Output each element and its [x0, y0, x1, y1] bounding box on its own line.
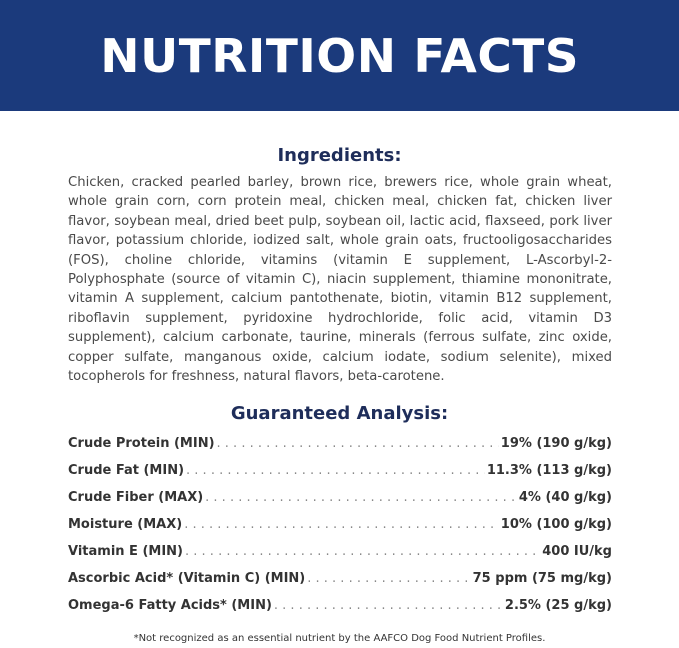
ingredients-text: Chicken, cracked pearled barley, brown r… [68, 175, 612, 385]
dot-leader [205, 490, 517, 505]
row-label: Vitamin E (MIN) [68, 544, 184, 559]
row-value: 2.5% (25 g/kg) [504, 598, 612, 613]
dot-leader [274, 598, 503, 613]
analysis-row: Crude Protein (MIN) 19% (190 g/kg) [68, 436, 612, 463]
header-banner: NUTRITION FACTS [0, 0, 679, 111]
analysis-row: Moisture (MAX) 10% (100 g/kg) [68, 517, 612, 544]
analysis-row: Vitamin E (MIN) 400 IU/kg [68, 544, 612, 571]
analysis-table: Crude Protein (MIN) 19% (190 g/kg) Crude … [68, 436, 612, 625]
row-label: Crude Fiber (MAX) [68, 490, 204, 505]
row-value: 11.3% (113 g/kg) [486, 463, 612, 478]
row-label: Crude Protein (MIN) [68, 436, 215, 451]
analysis-row: Omega-6 Fatty Acids* (MIN) 2.5% (25 g/kg) [68, 598, 612, 625]
footnote: *Not recognized as an essential nutrient… [133, 633, 546, 644]
row-label: Ascorbic Acid* (Vitamin C) (MIN) [68, 571, 306, 586]
row-value: 75 ppm (75 mg/kg) [472, 571, 612, 586]
row-label: Moisture (MAX) [68, 517, 183, 532]
dot-leader [184, 517, 499, 532]
analysis-row: Crude Fat (MIN) 11.3% (113 g/kg) [68, 463, 612, 490]
dot-leader [307, 571, 470, 586]
ingredients-heading: Ingredients: [277, 145, 402, 166]
analysis-row: Crude Fiber (MAX) 4% (40 g/kg) [68, 490, 612, 517]
analysis-row: Ascorbic Acid* (Vitamin C) (MIN) 75 ppm (… [68, 571, 612, 598]
row-value: 10% (100 g/kg) [500, 517, 612, 532]
dot-leader [217, 436, 499, 451]
dot-leader [186, 463, 485, 478]
guaranteed-analysis-heading: Guaranteed Analysis: [230, 403, 449, 424]
row-value: 400 IU/kg [542, 544, 612, 559]
row-label: Crude Fat (MIN) [68, 463, 185, 478]
row-value: 19% (190 g/kg) [500, 436, 612, 451]
dot-leader [185, 544, 540, 559]
row-value: 4% (40 g/kg) [518, 490, 612, 505]
page-title: NUTRITION FACTS [100, 28, 579, 83]
row-label: Omega-6 Fatty Acids* (MIN) [68, 598, 272, 613]
